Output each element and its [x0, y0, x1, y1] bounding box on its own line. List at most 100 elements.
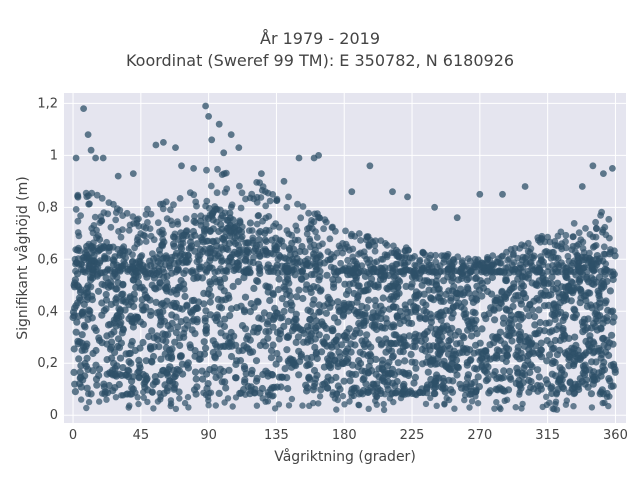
data-point — [161, 350, 169, 358]
data-point — [248, 227, 256, 234]
data-point — [283, 203, 291, 211]
data-point — [365, 296, 373, 304]
data-point — [552, 254, 560, 262]
data-point — [451, 405, 458, 412]
data-point — [88, 257, 96, 264]
data-point — [167, 206, 174, 214]
data-point — [610, 313, 618, 321]
data-point — [324, 293, 332, 301]
data-point — [557, 369, 566, 377]
data-point — [410, 302, 418, 310]
outlier-point — [280, 177, 288, 185]
data-point — [335, 307, 343, 316]
data-point — [521, 361, 529, 369]
data-point — [72, 246, 80, 254]
outlier-point — [99, 154, 107, 162]
data-point — [456, 380, 464, 388]
data-point — [347, 348, 355, 356]
data-point — [94, 287, 103, 295]
data-point — [583, 275, 591, 283]
data-point — [140, 223, 148, 231]
data-point — [83, 289, 91, 297]
data-point — [147, 210, 155, 218]
x-tick-label: 270 — [467, 428, 492, 443]
data-point — [585, 366, 594, 374]
data-point — [493, 268, 501, 276]
data-point — [71, 276, 79, 284]
data-point — [498, 267, 506, 275]
data-point — [203, 261, 211, 269]
data-point — [115, 344, 124, 352]
data-point — [187, 268, 195, 275]
data-point — [532, 280, 541, 288]
data-point — [280, 322, 288, 330]
data-point — [148, 358, 156, 366]
data-point — [114, 279, 122, 287]
data-point — [518, 369, 526, 377]
data-point — [356, 348, 364, 356]
data-point — [393, 252, 401, 260]
data-point — [73, 281, 81, 289]
data-point — [427, 324, 435, 332]
data-point — [380, 377, 388, 385]
data-point — [514, 343, 522, 351]
data-point — [103, 238, 110, 246]
data-point — [120, 257, 128, 265]
data-point — [101, 281, 109, 289]
data-point — [393, 290, 401, 298]
data-point — [358, 367, 366, 375]
data-point — [240, 268, 247, 275]
data-point — [210, 238, 218, 246]
data-point — [184, 393, 192, 401]
data-point — [337, 259, 344, 267]
data-point — [167, 397, 175, 404]
data-point — [364, 352, 372, 360]
data-point — [560, 335, 568, 343]
data-point — [203, 166, 210, 174]
data-point — [582, 349, 590, 357]
data-point — [204, 290, 212, 298]
data-point — [435, 285, 443, 293]
data-point — [249, 234, 257, 242]
data-point — [86, 307, 94, 315]
data-point — [469, 308, 477, 316]
data-point — [505, 255, 513, 263]
data-point — [305, 373, 313, 381]
data-point — [70, 345, 78, 353]
data-point — [151, 373, 159, 381]
data-point — [170, 201, 177, 209]
data-point — [582, 225, 589, 232]
data-point — [352, 384, 360, 392]
data-point — [98, 339, 106, 347]
data-point — [440, 255, 448, 263]
data-point — [344, 256, 351, 264]
data-point — [85, 390, 92, 397]
data-point — [544, 263, 552, 271]
data-point — [557, 308, 565, 316]
data-point — [125, 350, 133, 358]
data-point — [420, 290, 428, 298]
data-point — [256, 341, 264, 349]
data-point — [232, 374, 240, 382]
data-point — [211, 340, 219, 348]
data-point — [202, 307, 210, 315]
data-point — [320, 363, 328, 371]
data-point — [528, 339, 536, 347]
data-point — [85, 200, 93, 208]
outlier-point — [589, 162, 597, 170]
data-point — [515, 336, 524, 344]
data-point — [362, 286, 370, 294]
data-point — [500, 367, 508, 375]
data-point — [288, 231, 296, 239]
data-point — [449, 309, 457, 318]
data-point — [421, 251, 429, 259]
data-point — [175, 388, 183, 396]
data-point — [229, 403, 236, 410]
data-point — [528, 253, 536, 261]
data-point — [320, 225, 327, 233]
data-point — [216, 320, 224, 328]
data-point — [516, 391, 523, 398]
data-point — [254, 277, 262, 286]
outlier-point — [152, 141, 160, 149]
data-point — [300, 329, 308, 337]
